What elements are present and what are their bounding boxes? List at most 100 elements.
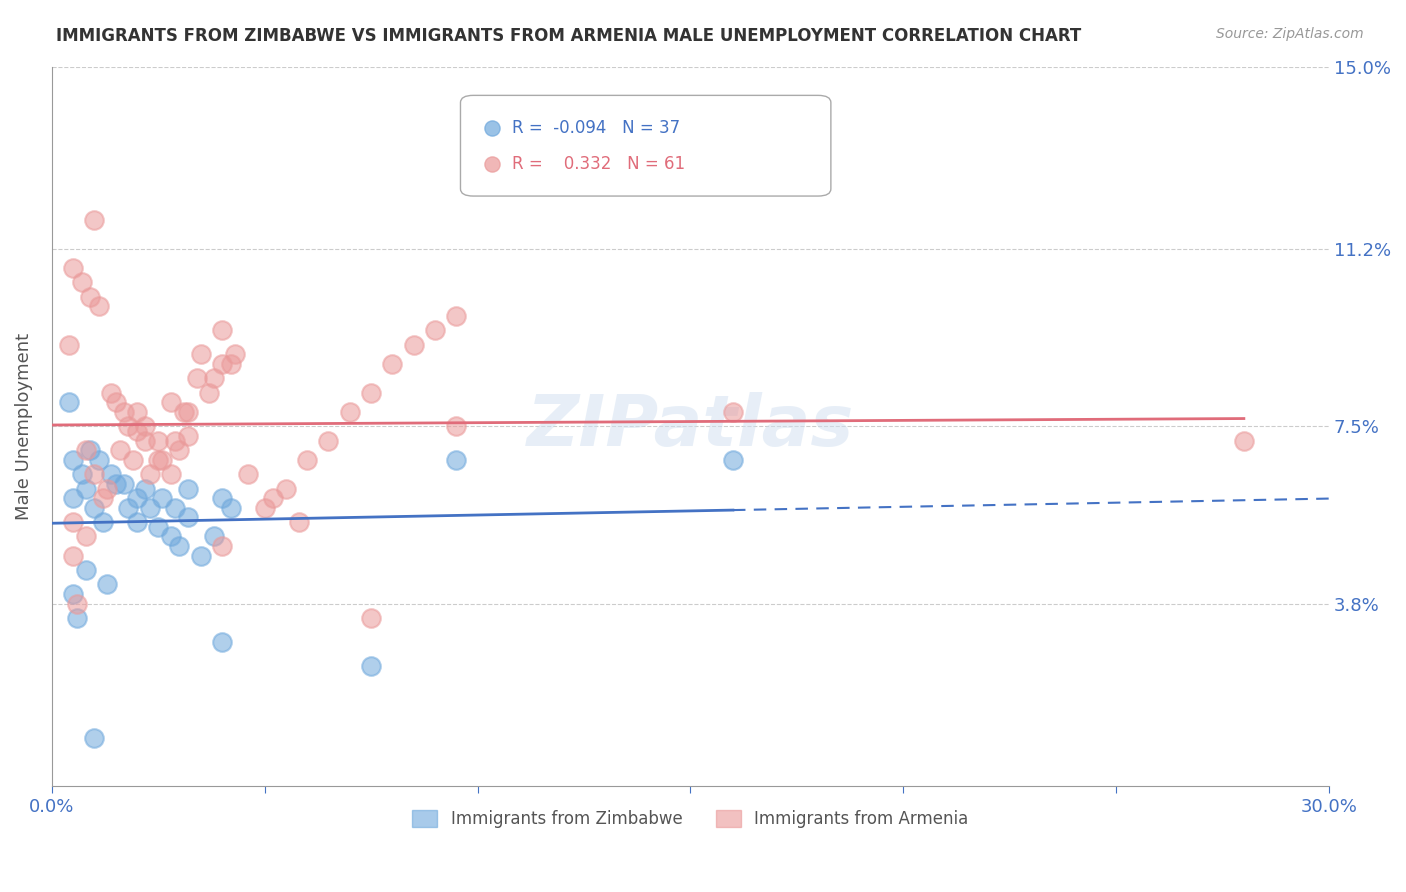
Point bbox=[66, 611, 89, 625]
Point bbox=[177, 482, 200, 496]
Legend: Immigrants from Zimbabwe, Immigrants from Armenia: Immigrants from Zimbabwe, Immigrants fro… bbox=[406, 804, 974, 835]
Point bbox=[202, 529, 225, 543]
Point bbox=[62, 452, 84, 467]
Point bbox=[160, 529, 183, 543]
Point bbox=[117, 419, 139, 434]
Point bbox=[104, 395, 127, 409]
Point bbox=[125, 405, 148, 419]
Point bbox=[211, 635, 233, 649]
Point bbox=[62, 260, 84, 275]
Point bbox=[121, 452, 143, 467]
Point bbox=[186, 371, 208, 385]
Point bbox=[148, 452, 170, 467]
FancyBboxPatch shape bbox=[461, 95, 831, 196]
Point bbox=[169, 443, 191, 458]
Point bbox=[444, 452, 467, 467]
Point bbox=[108, 443, 131, 458]
Point bbox=[444, 309, 467, 323]
Point bbox=[58, 337, 80, 351]
Point bbox=[134, 482, 156, 496]
Point bbox=[165, 434, 187, 448]
Point bbox=[173, 405, 195, 419]
Point bbox=[721, 452, 744, 467]
Point bbox=[62, 549, 84, 563]
Point bbox=[96, 482, 118, 496]
Point bbox=[79, 290, 101, 304]
Point bbox=[66, 597, 89, 611]
Point bbox=[211, 323, 233, 337]
Point bbox=[75, 482, 97, 496]
Point bbox=[274, 482, 297, 496]
Text: R =  -0.094   N = 37: R = -0.094 N = 37 bbox=[512, 119, 679, 136]
Point bbox=[70, 467, 93, 482]
Point bbox=[721, 405, 744, 419]
Text: R =    0.332   N = 61: R = 0.332 N = 61 bbox=[512, 154, 685, 173]
Text: IMMIGRANTS FROM ZIMBABWE VS IMMIGRANTS FROM ARMENIA MALE UNEMPLOYMENT CORRELATIO: IMMIGRANTS FROM ZIMBABWE VS IMMIGRANTS F… bbox=[56, 27, 1081, 45]
Point bbox=[152, 452, 174, 467]
Point bbox=[224, 347, 246, 361]
Point bbox=[287, 515, 309, 529]
Point bbox=[62, 491, 84, 505]
Point bbox=[138, 467, 160, 482]
Point bbox=[134, 419, 156, 434]
Point bbox=[83, 467, 105, 482]
Point bbox=[295, 452, 318, 467]
Point bbox=[70, 276, 93, 290]
Point bbox=[96, 577, 118, 591]
Point bbox=[1233, 434, 1256, 448]
Point bbox=[125, 515, 148, 529]
Point bbox=[360, 611, 382, 625]
Point bbox=[253, 500, 276, 515]
Point bbox=[211, 357, 233, 371]
Point bbox=[152, 491, 174, 505]
Point bbox=[177, 405, 200, 419]
Point bbox=[444, 419, 467, 434]
Point bbox=[262, 491, 284, 505]
Point bbox=[190, 347, 212, 361]
Point bbox=[91, 515, 114, 529]
Point bbox=[117, 500, 139, 515]
Point bbox=[62, 515, 84, 529]
Point bbox=[148, 520, 170, 534]
Point bbox=[87, 452, 110, 467]
Y-axis label: Male Unemployment: Male Unemployment bbox=[15, 333, 32, 520]
Point bbox=[75, 529, 97, 543]
Point bbox=[165, 500, 187, 515]
Point bbox=[75, 443, 97, 458]
Point bbox=[202, 371, 225, 385]
Point bbox=[160, 467, 183, 482]
Point bbox=[87, 299, 110, 313]
Point bbox=[79, 443, 101, 458]
Point bbox=[58, 395, 80, 409]
Point bbox=[83, 213, 105, 227]
Point bbox=[112, 405, 135, 419]
Point bbox=[83, 731, 105, 745]
Point bbox=[138, 500, 160, 515]
Point bbox=[236, 467, 259, 482]
Text: Source: ZipAtlas.com: Source: ZipAtlas.com bbox=[1216, 27, 1364, 41]
Point bbox=[402, 337, 425, 351]
Point bbox=[160, 395, 183, 409]
Text: ZIPatlas: ZIPatlas bbox=[527, 392, 853, 460]
Point bbox=[318, 434, 340, 448]
Point bbox=[62, 587, 84, 601]
Point bbox=[91, 491, 114, 505]
Point bbox=[83, 500, 105, 515]
Point bbox=[360, 385, 382, 400]
Point bbox=[169, 539, 191, 553]
Point bbox=[360, 659, 382, 673]
Point bbox=[100, 385, 122, 400]
Point bbox=[75, 563, 97, 577]
Point bbox=[125, 424, 148, 438]
Point bbox=[177, 510, 200, 524]
Point bbox=[211, 539, 233, 553]
Point bbox=[190, 549, 212, 563]
Point bbox=[104, 476, 127, 491]
Point bbox=[100, 467, 122, 482]
Point bbox=[219, 357, 242, 371]
Point bbox=[423, 323, 446, 337]
Point bbox=[198, 385, 221, 400]
Point bbox=[148, 434, 170, 448]
Point bbox=[134, 434, 156, 448]
Point bbox=[211, 491, 233, 505]
